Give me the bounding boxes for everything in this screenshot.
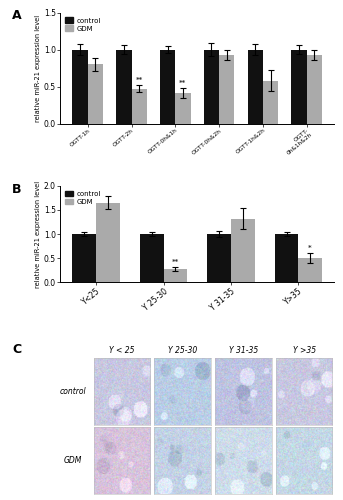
Legend: control, GDM: control, GDM [63,189,103,206]
Bar [175,93,191,124]
Bar [72,50,88,124]
Bar [298,258,322,282]
Bar [164,269,187,282]
Text: Y 25-30: Y 25-30 [168,346,197,355]
Text: Y < 25: Y < 25 [109,346,135,355]
Bar [204,50,219,124]
Bar [96,202,120,282]
Text: *: * [308,246,312,252]
Bar [116,50,132,124]
Text: **: ** [135,77,143,83]
Text: Y >35: Y >35 [293,346,316,355]
Text: A: A [12,9,22,22]
Bar [231,218,255,282]
Bar [248,50,263,124]
Bar [160,50,175,124]
Text: C: C [12,343,21,356]
Text: B: B [12,183,22,196]
Bar [88,64,103,124]
Bar [207,234,231,282]
Bar [140,234,164,282]
Text: control: control [60,386,86,396]
Bar [275,234,298,282]
Text: **: ** [179,80,187,86]
Text: **: ** [172,259,179,265]
Bar [291,50,307,124]
Bar [132,89,147,124]
Text: Y 31-35: Y 31-35 [229,346,258,355]
Bar [263,80,278,124]
Y-axis label: relative miR-21 expression level: relative miR-21 expression level [35,14,41,122]
Bar [72,234,96,282]
Y-axis label: relative miR-21 expression level: relative miR-21 expression level [35,180,41,288]
Bar [219,54,234,124]
Text: GDM: GDM [64,456,82,465]
Legend: control, GDM: control, GDM [63,16,103,33]
Bar [307,54,322,124]
